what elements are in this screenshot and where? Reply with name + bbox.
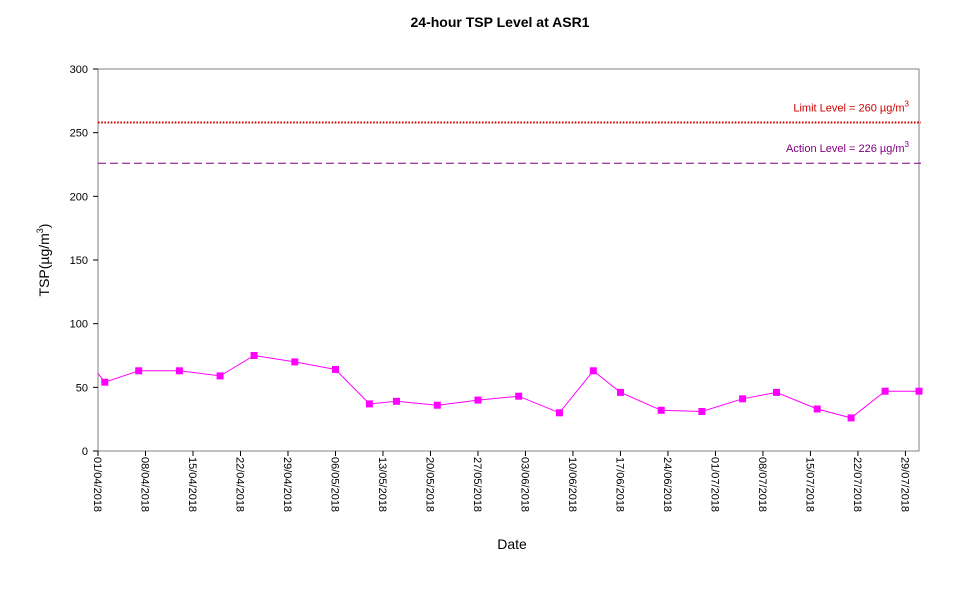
x-tick-label: 01/07/2018 — [708, 457, 720, 512]
y-tick-label: 250 — [70, 128, 88, 140]
data-point — [474, 396, 482, 404]
x-tick-label: 29/04/2018 — [281, 457, 293, 512]
data-point — [847, 414, 855, 422]
x-tick-label: 29/07/2018 — [898, 457, 910, 512]
data-point — [813, 405, 821, 413]
x-tick-label: 13/05/2018 — [376, 457, 388, 512]
x-tick-label: 15/07/2018 — [803, 457, 815, 512]
ref-line-label-text: Limit Level = 260 µg/m — [793, 102, 904, 114]
y-tick-label: 150 — [70, 255, 88, 267]
data-point — [216, 372, 224, 380]
x-tick-label: 01/04/2018 — [91, 457, 103, 512]
y-tick-label: 50 — [76, 382, 88, 394]
data-point — [101, 378, 109, 386]
data-point — [175, 367, 183, 375]
series-line — [97, 354, 919, 419]
data-point — [515, 392, 523, 400]
data-point — [881, 387, 889, 395]
data-point — [291, 358, 299, 366]
data-point — [589, 367, 597, 375]
plot-area — [97, 68, 920, 452]
data-point — [393, 397, 400, 405]
y-axis-label-text: TSP(µg/m — [36, 233, 52, 296]
data-point — [698, 408, 706, 415]
x-tick-label: 15/04/2018 — [186, 457, 198, 512]
y-tick-label: 100 — [70, 319, 88, 331]
data-point — [250, 352, 258, 359]
data-point — [739, 395, 747, 403]
x-tick-label: 06/05/2018 — [328, 457, 340, 512]
ref-line-label: Limit Level = 260 µg/m3 — [793, 99, 909, 114]
x-axis: 01/04/2018 08/04/2018 15/04/2018 22/04/2018… — [91, 451, 910, 512]
x-tick-label: 27/05/2018 — [471, 457, 483, 512]
chart-title: 24-hour TSP Level at ASR1 — [411, 14, 590, 30]
y-tick-label: 0 — [82, 446, 88, 458]
y-axis: 0 50 100 150 200 250 300 — [70, 64, 98, 458]
data-point — [657, 406, 665, 414]
x-tick-label: 22/07/2018 — [851, 457, 863, 512]
x-tick-label: 24/06/2018 — [661, 457, 673, 512]
x-tick-label: 10/06/2018 — [566, 457, 578, 512]
data-point — [555, 409, 563, 417]
data-point — [617, 388, 624, 396]
x-tick-label: 17/06/2018 — [613, 457, 625, 512]
data-point — [332, 366, 339, 373]
y-axis-label-close: ) — [36, 224, 52, 229]
data-point — [915, 387, 923, 395]
x-tick-label: 08/04/2018 — [138, 457, 150, 512]
y-axis-label-sup: 3 — [35, 228, 45, 233]
data-point — [773, 388, 780, 396]
x-axis-label: Date — [497, 536, 527, 552]
x-tick-label: 08/07/2018 — [756, 457, 768, 512]
data-point — [135, 367, 143, 375]
x-tick-label: 03/06/2018 — [518, 457, 530, 512]
ref-line-label-text: Action Level = 226 µg/m — [786, 143, 905, 155]
y-axis-label: TSP(µg/m3) — [35, 224, 52, 297]
series-layer — [97, 352, 923, 422]
ref-line-label-sup: 3 — [905, 99, 910, 108]
ref-line-label-sup: 3 — [905, 140, 910, 149]
data-point — [433, 401, 441, 409]
x-tick-label: 20/05/2018 — [423, 457, 435, 512]
y-tick-label: 200 — [70, 191, 88, 203]
x-tick-label: 22/04/2018 — [233, 457, 245, 512]
data-point — [365, 400, 373, 408]
ref-line-label: Action Level = 226 µg/m3 — [786, 140, 910, 155]
y-tick-label: 300 — [70, 64, 88, 76]
